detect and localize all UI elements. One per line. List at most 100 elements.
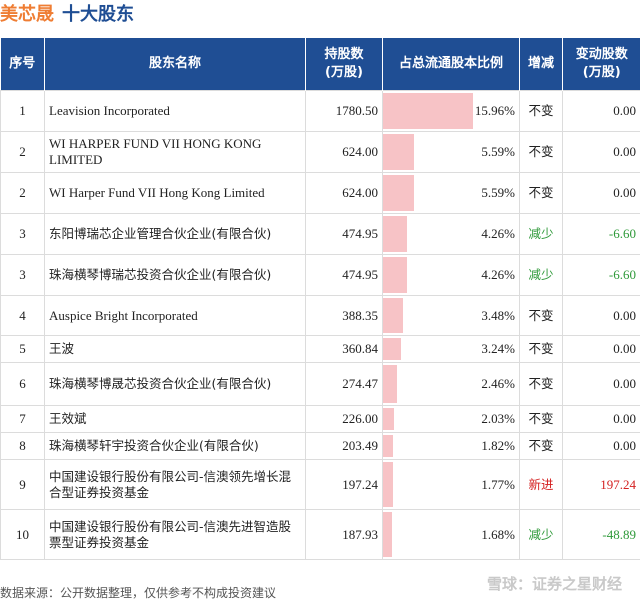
- ratio-cell: 2.46%: [382, 362, 520, 406]
- shareholder-name-text: 珠海横琴博瑞芯投资合伙企业(有限合伙): [49, 267, 272, 282]
- shareholder-name-text: 王波: [49, 341, 75, 356]
- table-row: 9 中国建设银行股份有限公司-信澳领先增长混合型证券投资基金 197.24 1.77%…: [0, 459, 640, 510]
- shareholder-name-text: Auspice Bright Incorporated: [49, 307, 198, 323]
- row-index: 7: [0, 405, 45, 433]
- shares-held: 197.24: [305, 459, 383, 510]
- change-shares: 0.00: [562, 405, 640, 433]
- table-row: 3 珠海横琴博瑞芯投资合伙企业(有限合伙) 474.95 4.26% 减少 -6.60: [0, 254, 640, 296]
- ratio-cell: 15.96%: [382, 90, 520, 132]
- shareholder-name: Leavision Incorporated: [44, 90, 306, 132]
- col-header-index: 序号: [0, 38, 45, 91]
- row-index: 2: [0, 131, 45, 173]
- table-row: 7 王效斌 226.00 2.03% 不变 0.00: [0, 405, 640, 433]
- shareholder-name: 王波: [44, 335, 306, 363]
- row-index: 2: [0, 172, 45, 214]
- change-shares: 0.00: [562, 295, 640, 336]
- table-row: 2 WI HARPER FUND VII HONG KONG LIMITED 624…: [0, 131, 640, 173]
- shareholder-name: 中国建设银行股份有限公司-信澳先进智造股票型证券投资基金: [44, 509, 306, 560]
- ratio-bar: [383, 408, 395, 430]
- shareholder-name: Auspice Bright Incorporated: [44, 295, 306, 336]
- shareholder-name-text: 王效斌: [49, 411, 87, 426]
- shareholder-table: 序号 股东名称 持股数 (万股) 占总流通股本比例 增减 变动股数 (万股) 1…: [0, 38, 640, 560]
- ratio-bar: [383, 257, 407, 293]
- change-status: 减少: [519, 254, 563, 296]
- shareholder-name: 王效斌: [44, 405, 306, 433]
- shareholder-name: 珠海横琴博瑞芯投资合伙企业(有限合伙): [44, 254, 306, 296]
- ratio-cell: 5.59%: [382, 131, 520, 173]
- change-status: 不变: [519, 432, 563, 460]
- shares-held: 226.00: [305, 405, 383, 433]
- change-status: 不变: [519, 405, 563, 433]
- ratio-cell: 1.82%: [382, 432, 520, 460]
- change-shares: -48.89: [562, 509, 640, 560]
- change-shares: -6.60: [562, 213, 640, 255]
- watermark-text: 雪球：证券之星财经: [486, 575, 622, 593]
- data-source-note: 数据来源：公开数据整理，仅供参考不构成投资建议: [0, 586, 277, 600]
- ratio-bar: [383, 462, 393, 507]
- ratio-value: 3.48%: [481, 307, 515, 323]
- change-shares: 0.00: [562, 335, 640, 363]
- ratio-value: 1.82%: [481, 438, 515, 453]
- shareholder-name: 珠海横琴轩宇投资合伙企业(有限合伙): [44, 432, 306, 460]
- shares-held: 474.95: [305, 213, 383, 255]
- shareholder-name: WI HARPER FUND VII HONG KONG LIMITED: [44, 131, 306, 173]
- shareholder-name-text: 东阳博瑞芯企业管理合伙企业(有限合伙): [49, 226, 272, 241]
- company-name: 美芯晟: [0, 4, 54, 25]
- table-row: 1 Leavision Incorporated 1780.50 15.96% 不变 0.…: [0, 90, 640, 132]
- shares-held: 388.35: [305, 295, 383, 336]
- ratio-bar: [383, 134, 415, 170]
- ratio-bar: [383, 512, 393, 557]
- ratio-value: 1.68%: [481, 526, 515, 542]
- table-row: 10 中国建设银行股份有限公司-信澳先进智造股票型证券投资基金 187.93 1.68…: [0, 509, 640, 560]
- shareholder-name: WI Harper Fund VII Hong Kong Limited: [44, 172, 306, 214]
- ratio-cell: 4.26%: [382, 213, 520, 255]
- shares-held: 624.00: [305, 131, 383, 173]
- change-status: 不变: [519, 335, 563, 363]
- change-status: 减少: [519, 509, 563, 560]
- ratio-value: 3.24%: [481, 341, 515, 356]
- row-index: 5: [0, 335, 45, 363]
- shareholder-name-text: 珠海横琴轩宇投资合伙企业(有限合伙): [49, 438, 259, 453]
- change-shares: -6.60: [562, 254, 640, 296]
- row-index: 10: [0, 509, 45, 560]
- shareholder-name-text: 中国建设银行股份有限公司-信澳先进智造股票型证券投资基金: [49, 518, 292, 550]
- row-index: 8: [0, 432, 45, 460]
- ratio-bar: [383, 338, 402, 360]
- table-row: 8 珠海横琴轩宇投资合伙企业(有限合伙) 203.49 1.82% 不变 0.00: [0, 432, 640, 460]
- ratio-bar: [383, 298, 403, 333]
- col-header-delta: 变动股数 (万股): [562, 38, 640, 91]
- ratio-value: 1.77%: [481, 476, 515, 492]
- ratio-cell: 3.48%: [382, 295, 520, 336]
- ratio-bar: [383, 93, 473, 129]
- change-shares: 0.00: [562, 131, 640, 173]
- ratio-value: 5.59%: [481, 144, 515, 159]
- shareholder-name-text: WI Harper Fund VII Hong Kong Limited: [49, 185, 265, 200]
- shareholder-name: 珠海横琴博晟芯投资合伙企业(有限合伙): [44, 362, 306, 406]
- change-status: 新进: [519, 459, 563, 510]
- shareholder-name: 中国建设银行股份有限公司-信澳领先增长混合型证券投资基金: [44, 459, 306, 510]
- shares-held: 187.93: [305, 509, 383, 560]
- row-index: 1: [0, 90, 45, 132]
- col-header-change: 增减: [519, 38, 563, 91]
- table-header-row: 序号 股东名称 持股数 (万股) 占总流通股本比例 增减 变动股数 (万股): [0, 38, 640, 91]
- shareholder-name-text: 中国建设银行股份有限公司-信澳领先增长混合型证券投资基金: [49, 468, 292, 500]
- shareholder-name-text: WI HARPER FUND VII HONG KONG LIMITED: [49, 136, 262, 167]
- row-index: 3: [0, 254, 45, 296]
- change-shares: 0.00: [562, 172, 640, 214]
- ratio-value: 15.96%: [474, 103, 515, 118]
- ratio-cell: 3.24%: [382, 335, 520, 363]
- col-header-ratio: 占总流通股本比例: [382, 38, 520, 91]
- ratio-bar: [383, 365, 397, 403]
- ratio-value: 2.46%: [481, 376, 515, 391]
- change-shares: 0.00: [562, 362, 640, 406]
- shareholder-name-text: 珠海横琴博晟芯投资合伙企业(有限合伙): [49, 376, 272, 391]
- row-index: 6: [0, 362, 45, 406]
- shares-held: 624.00: [305, 172, 383, 214]
- change-shares: 197.24: [562, 459, 640, 510]
- ratio-bar: [383, 175, 415, 211]
- ratio-value: 2.03%: [481, 411, 515, 426]
- ratio-value: 4.26%: [481, 267, 515, 282]
- ratio-value: 4.26%: [481, 226, 515, 241]
- table-row: 2 WI Harper Fund VII Hong Kong Limited 624…: [0, 172, 640, 214]
- ratio-cell: 1.68%: [382, 509, 520, 560]
